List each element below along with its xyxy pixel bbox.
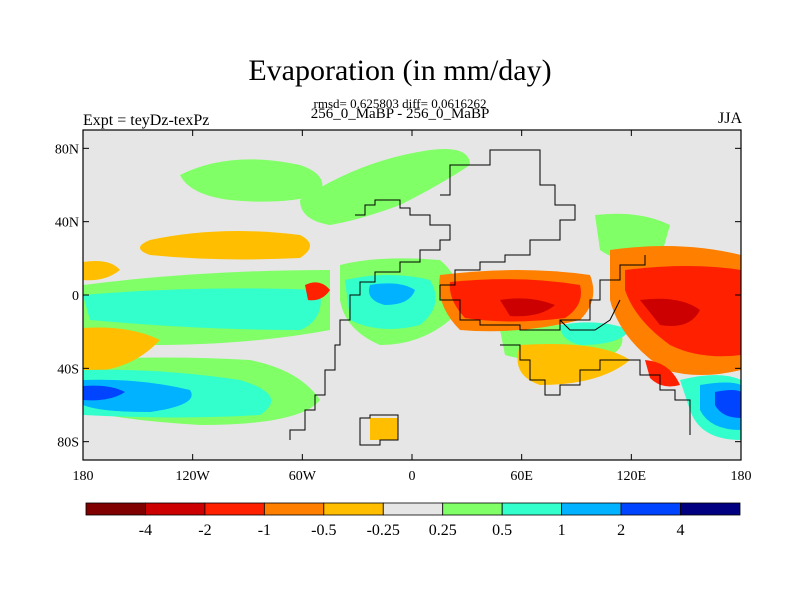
- north-atlantic-green-band: [300, 149, 470, 225]
- tropical-africa-darkred: [500, 298, 555, 317]
- south-west-pacific-orange: [83, 327, 160, 372]
- colorbar-label: 2: [617, 522, 625, 539]
- lon-tick-label: 0: [409, 469, 416, 484]
- india-coastline: [559, 299, 621, 331]
- south-indian-orange: [517, 344, 630, 385]
- lat-tick-label: 80N: [55, 142, 79, 157]
- lat-tick-label: 0: [72, 289, 79, 304]
- colorbar: -4 -2 -1 -0.5 -0.25 0.25 0.5 1 2 4: [85, 502, 741, 539]
- plot-title: Evaporation (in mm/day): [248, 54, 552, 87]
- colorbar-swatch: [561, 502, 622, 516]
- africa-coastline: [439, 255, 646, 331]
- colorbar-swatch: [680, 502, 741, 516]
- colorbar-label: -0.5: [311, 522, 336, 539]
- lon-tick-label: 180: [731, 469, 752, 484]
- colorbar-swatch: [323, 502, 384, 516]
- colorbar-swatch: [85, 502, 146, 516]
- colorbar-swatch: [620, 502, 681, 516]
- lat-tick-label: 40S: [57, 362, 79, 377]
- lon-tick-label: 180: [73, 469, 94, 484]
- colorbar-label: -0.25: [367, 522, 400, 539]
- east-darkred: [640, 298, 700, 326]
- southern-island-coastline: [359, 414, 399, 446]
- colorbar-label: -1: [258, 522, 271, 539]
- lat-tick-label: 80S: [57, 436, 79, 451]
- west-pacific-orange: [83, 261, 120, 281]
- america-coastline: [289, 199, 451, 440]
- north-pacific-orange-band: [140, 231, 310, 260]
- plot-subtitle: 256_0_MaBP - 256_0_MaBP: [310, 106, 490, 122]
- colorbar-swatch: [145, 502, 206, 516]
- southern-island-orange: [370, 418, 398, 440]
- season-label: JJA: [717, 110, 742, 127]
- colorbar-swatch: [442, 502, 503, 516]
- tethys-lightblue: [369, 283, 415, 305]
- lat-tick-label: 40N: [55, 216, 79, 231]
- indian-cyan: [560, 322, 630, 345]
- colorbar-label: -4: [139, 522, 152, 539]
- latitude-axis: 80N 40N 0 40S 80S: [55, 142, 741, 451]
- colorbar-label: 0.25: [429, 522, 457, 539]
- colorbar-label: -2: [198, 522, 211, 539]
- colorbar-swatch: [501, 502, 563, 516]
- south-east-red: [645, 360, 680, 387]
- experiment-label: Expt = teyDz-texPz: [83, 112, 210, 129]
- continent-outlines: [289, 149, 691, 446]
- north-pacific-green-band: [180, 159, 323, 202]
- lon-tick-label: 60E: [510, 469, 533, 484]
- east-blue: [715, 390, 741, 418]
- colorbar-swatch: [204, 502, 265, 516]
- colorbar-swatch: [263, 502, 325, 516]
- central-pacific-red: [305, 282, 330, 301]
- longitude-axis: 180 120W 60W 0 60E 120E 180: [73, 130, 752, 484]
- south-pacific-blue: [83, 385, 125, 401]
- colorbar-swatch: [382, 502, 444, 516]
- lon-tick-label: 120E: [617, 469, 647, 484]
- colorbar-label: 4: [677, 522, 685, 539]
- south-continent-coastline: [500, 344, 691, 435]
- lon-tick-label: 120W: [176, 469, 211, 484]
- colorbar-label: 0.5: [492, 522, 512, 539]
- pacific-cyan-tongue: [83, 288, 321, 330]
- lon-tick-label: 60W: [289, 469, 317, 484]
- stats-line: rmsd= 0.625803 diff= 0.0616262: [313, 96, 487, 111]
- colorbar-label: 1: [558, 522, 566, 539]
- evaporation-field: [83, 149, 741, 440]
- eurasia-coastline: [440, 149, 576, 286]
